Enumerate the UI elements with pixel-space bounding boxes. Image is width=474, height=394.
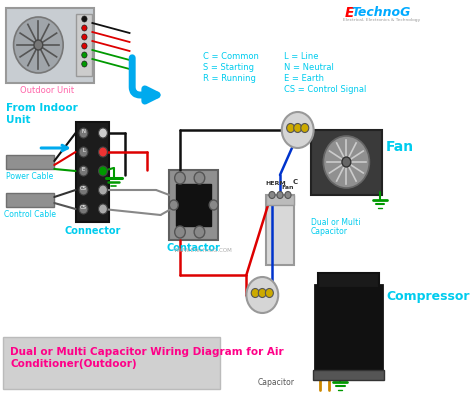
Circle shape	[269, 191, 275, 199]
Circle shape	[82, 25, 87, 31]
Text: C = Common: C = Common	[203, 52, 259, 61]
Circle shape	[82, 34, 87, 40]
Text: C: C	[292, 179, 298, 185]
Bar	[6, 193, 55, 207]
Circle shape	[99, 128, 108, 138]
Bar	[313, 370, 384, 380]
Circle shape	[99, 204, 108, 214]
Text: E: E	[345, 6, 354, 20]
Circle shape	[301, 123, 309, 132]
Text: CS: CS	[80, 205, 87, 210]
Circle shape	[82, 61, 87, 67]
Circle shape	[209, 200, 218, 210]
Text: R = Running: R = Running	[203, 74, 256, 83]
Bar	[6, 8, 94, 83]
Circle shape	[287, 123, 295, 132]
Circle shape	[285, 191, 291, 199]
Circle shape	[246, 277, 278, 313]
Bar	[176, 184, 211, 226]
Text: L = Line: L = Line	[284, 52, 319, 61]
Text: CS = Control Signal: CS = Control Signal	[284, 85, 367, 94]
Circle shape	[277, 191, 283, 199]
Circle shape	[175, 172, 185, 184]
Text: From Indoor
Unit: From Indoor Unit	[6, 103, 77, 125]
Text: CS: CS	[80, 186, 87, 191]
Circle shape	[342, 157, 351, 167]
Bar	[169, 170, 218, 240]
Circle shape	[194, 226, 205, 238]
Text: S = Starting: S = Starting	[203, 63, 254, 72]
Text: Control Cable: Control Cable	[3, 210, 55, 219]
Text: N = Neutral: N = Neutral	[284, 63, 334, 72]
Circle shape	[79, 166, 88, 176]
Bar	[76, 14, 92, 76]
Bar	[266, 195, 294, 265]
Circle shape	[251, 288, 259, 297]
Text: L: L	[82, 148, 85, 153]
Text: HERM: HERM	[265, 181, 286, 186]
Circle shape	[79, 204, 88, 214]
Circle shape	[169, 200, 178, 210]
Circle shape	[99, 147, 108, 157]
Bar	[318, 273, 379, 288]
Text: Outdoor Unit: Outdoor Unit	[20, 86, 74, 95]
Circle shape	[265, 288, 273, 297]
Text: Dual or Multi Capacitor Wiring Diagram for Air
Conditioner(Outdoor): Dual or Multi Capacitor Wiring Diagram f…	[10, 347, 283, 369]
Text: Connector: Connector	[64, 226, 120, 236]
Text: Power Cable: Power Cable	[6, 172, 53, 181]
Text: Fan: Fan	[386, 140, 414, 154]
Text: N: N	[82, 129, 85, 134]
Bar	[3, 337, 220, 389]
Text: Electrical, Electronics & Technology: Electrical, Electronics & Technology	[343, 18, 420, 22]
Text: Contactor: Contactor	[166, 243, 220, 253]
Circle shape	[79, 185, 88, 195]
Circle shape	[82, 43, 87, 49]
Circle shape	[194, 172, 205, 184]
Text: Dual or Multi: Dual or Multi	[311, 218, 360, 227]
Text: TechnoG: TechnoG	[352, 6, 411, 19]
Text: Capacitor: Capacitor	[311, 227, 348, 236]
Circle shape	[82, 52, 87, 58]
Circle shape	[79, 128, 88, 138]
Bar	[75, 122, 109, 222]
Circle shape	[82, 16, 87, 22]
Circle shape	[99, 166, 108, 176]
Bar	[266, 195, 294, 205]
Text: E: E	[82, 167, 85, 172]
Circle shape	[294, 123, 301, 132]
Bar	[6, 155, 55, 169]
Circle shape	[14, 17, 63, 73]
Text: Capacitor: Capacitor	[258, 378, 295, 387]
Circle shape	[258, 288, 266, 297]
Circle shape	[79, 147, 88, 157]
Bar	[315, 285, 382, 375]
Circle shape	[99, 185, 108, 195]
Text: WWW.ETechnoG.COM: WWW.ETechnoG.COM	[173, 248, 232, 253]
Circle shape	[323, 136, 369, 188]
Circle shape	[34, 40, 43, 50]
Circle shape	[175, 226, 185, 238]
Bar	[311, 130, 382, 195]
Text: Fan: Fan	[281, 185, 293, 190]
Text: E = Earth: E = Earth	[284, 74, 324, 83]
Text: Compressor: Compressor	[386, 290, 470, 303]
Circle shape	[282, 112, 314, 148]
